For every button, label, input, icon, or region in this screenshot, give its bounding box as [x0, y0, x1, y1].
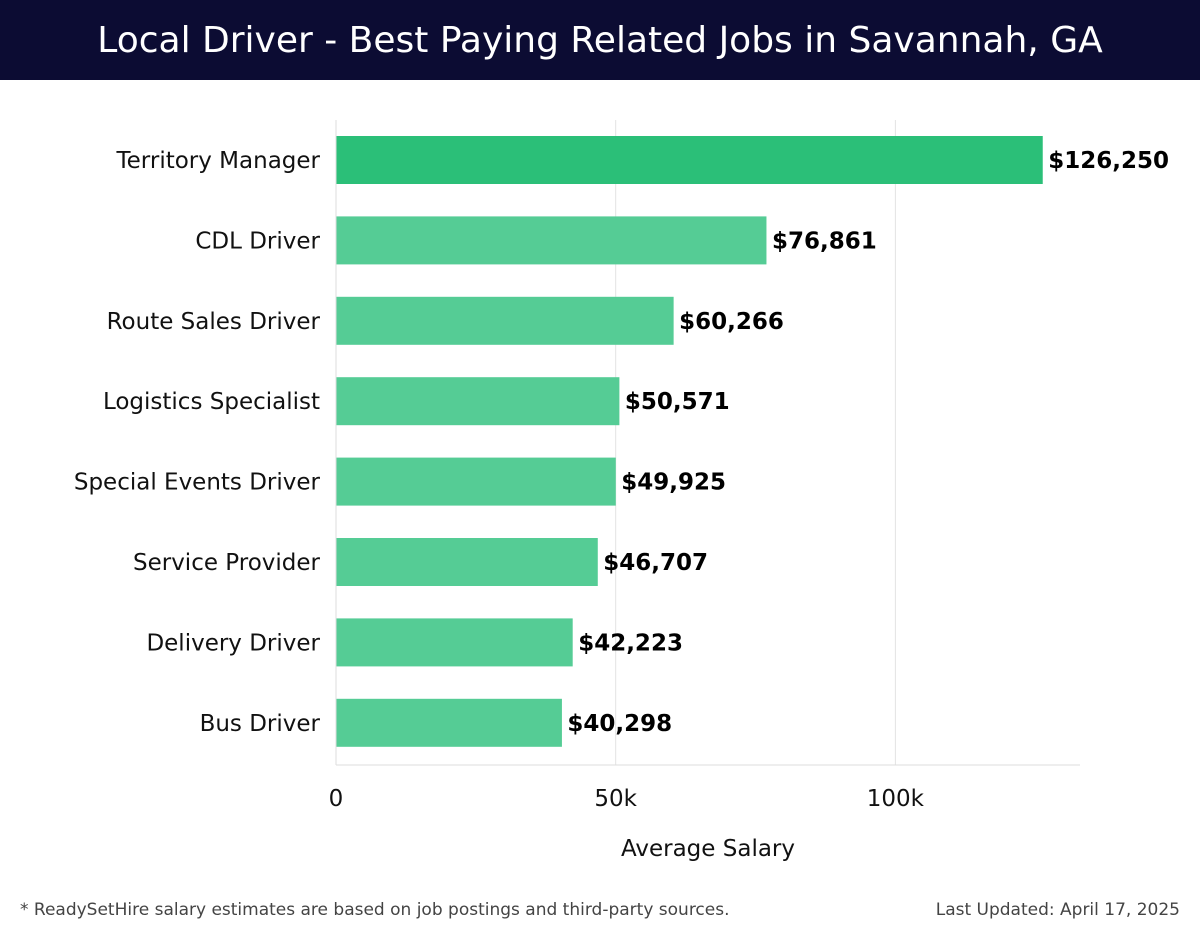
category-label: Delivery Driver: [146, 630, 320, 656]
value-label: $76,861: [772, 228, 877, 254]
x-tick-label: 50k: [594, 786, 637, 812]
bar: [336, 618, 573, 667]
value-label: $49,925: [621, 470, 726, 496]
x-axis-title: Average Salary: [621, 836, 795, 862]
bar-chart: Territory Manager $126,250 CDL Driver $76,8…: [74, 120, 1169, 862]
bar: [336, 698, 562, 747]
category-label: Bus Driver: [200, 711, 321, 737]
category-label: Service Provider: [133, 550, 321, 576]
axis-layer: 0 50k 100k: [329, 120, 1080, 812]
bar: [336, 538, 598, 586]
value-label: $46,707: [603, 550, 708, 576]
value-label: $40,298: [567, 711, 672, 737]
bar: [336, 457, 616, 506]
category-label: CDL Driver: [195, 228, 320, 254]
bar-layer: [336, 136, 1043, 747]
title-bar: Local Driver - Best Paying Related Jobs …: [0, 0, 1200, 80]
x-tick-label: 100k: [867, 786, 925, 812]
chart-title: Local Driver - Best Paying Related Jobs …: [97, 19, 1103, 61]
bar: [336, 216, 767, 265]
value-label: $126,250: [1048, 148, 1169, 174]
value-label: $60,266: [679, 309, 784, 335]
value-label: $42,223: [578, 630, 683, 656]
value-label: $50,571: [625, 389, 730, 415]
category-label: Special Events Driver: [74, 470, 321, 496]
bar: [336, 296, 674, 345]
bar: [336, 136, 1043, 184]
x-tick-label: 0: [329, 786, 344, 812]
category-label: Route Sales Driver: [107, 309, 321, 335]
bar: [336, 377, 620, 426]
footer-note: * ReadySetHire salary estimates are base…: [20, 900, 730, 920]
last-updated: Last Updated: April 17, 2025: [935, 900, 1180, 920]
category-label: Logistics Specialist: [103, 389, 320, 415]
label-layer: Territory Manager $126,250 CDL Driver $76,8…: [74, 148, 1169, 737]
category-label: Territory Manager: [116, 148, 321, 174]
